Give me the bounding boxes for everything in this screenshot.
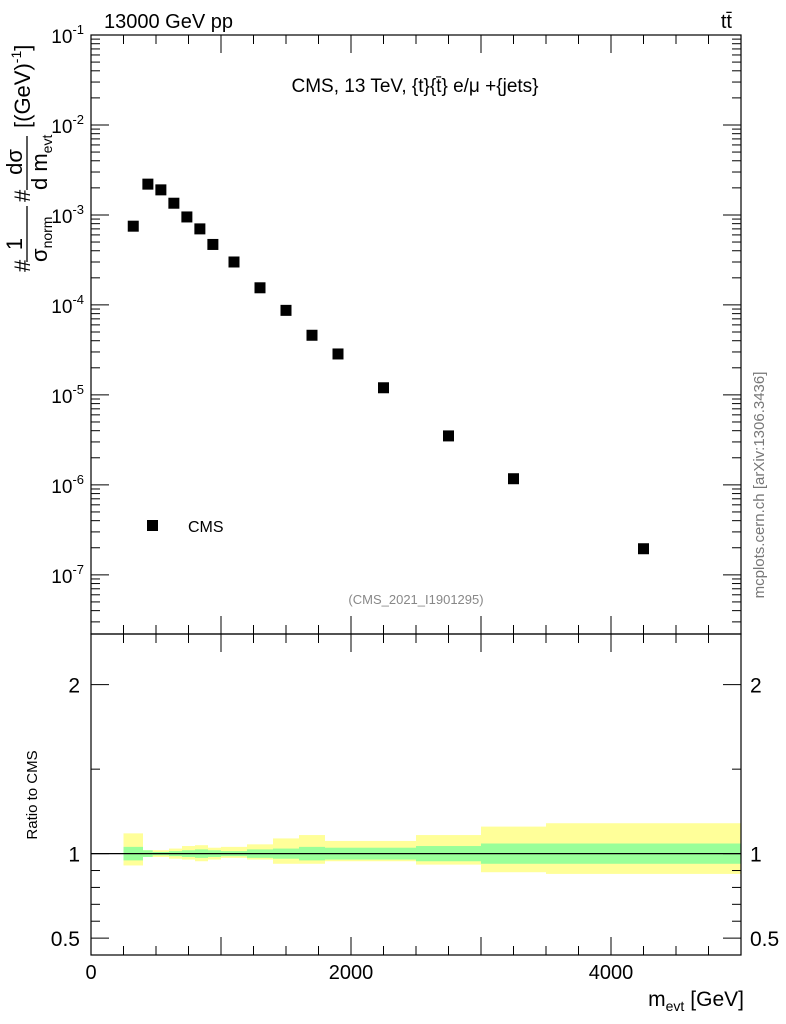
x-axis-label-unit: [GeV]	[690, 988, 744, 1011]
tick-exponent: -5	[72, 382, 84, 397]
ylabel-sigma-sub: norm	[39, 217, 55, 249]
tick-base: 10	[51, 477, 72, 498]
data-point	[181, 211, 193, 223]
ylabel-unit-close: ]	[10, 45, 35, 51]
tick-base: 10	[51, 27, 72, 48]
main-y-tick-labels: 10-710-610-510-410-310-210-1	[51, 22, 84, 588]
header-right: tt̄	[721, 11, 733, 33]
tick-base: 10	[51, 207, 72, 228]
data-point	[332, 348, 344, 360]
data-point	[638, 543, 649, 555]
data-point	[127, 220, 139, 232]
data-point	[254, 282, 266, 294]
ylabel-sigma-main: σ	[27, 248, 52, 262]
data-point	[378, 382, 389, 394]
analysis-annotation: (CMS_2021_I1901295)	[348, 592, 483, 607]
tick-exponent: -3	[72, 202, 84, 217]
legend-marker	[147, 520, 158, 531]
x-axis-label: mevt [GeV]	[648, 988, 744, 1014]
ylabel-dm: d mevt	[27, 135, 55, 190]
data-point	[168, 197, 180, 209]
ylabel-hash-1: #	[10, 259, 35, 272]
ylabel-dm-main: d m	[27, 153, 52, 190]
ylabel-one: 1	[2, 238, 27, 250]
tick-base: 10	[51, 297, 72, 318]
x-tick-label: 4000	[589, 962, 634, 984]
ratio-y-tick-label-right: 1	[750, 844, 762, 867]
main-panel: 10-710-610-510-410-310-210-1 CMS, 13 TeV…	[2, 22, 742, 635]
tick-exponent: -4	[72, 292, 84, 307]
chart-title: CMS, 13 TeV, {t}{t̄} e/μ +{jets}	[291, 76, 538, 97]
tick-base: 10	[51, 387, 72, 408]
main-y-tick-label: 10-3	[51, 202, 84, 228]
ratio-y-tick-label-right: 2	[750, 675, 762, 698]
main-y-tick-label: 10-2	[51, 112, 84, 138]
main-y-tick-label: 10-4	[51, 292, 84, 318]
data-point	[142, 178, 154, 190]
ratio-y-tick-label-right: 0.5	[750, 928, 779, 951]
tick-base: 10	[51, 567, 72, 588]
data-point	[443, 430, 454, 442]
ylabel-hash-2: #	[10, 189, 35, 202]
main-y-tick-label: 10-6	[51, 472, 84, 498]
data-point	[280, 304, 292, 316]
ratio-panel: 0.5 0.5 1 1 2 2 0 2000 4000 Ratio to CMS mevt [G…	[24, 633, 779, 1014]
ratio-y-tick-label: 1	[68, 844, 80, 867]
ratio-y-axis-label: Ratio to CMS	[24, 750, 41, 839]
data-point	[228, 256, 240, 268]
ratio-y-tick-label: 2	[68, 675, 80, 698]
ratio-y-tick-labels: 0.5 0.5 1 1 2 2	[51, 675, 779, 951]
x-tick-labels: 0 2000 4000	[85, 962, 633, 984]
ratio-ticks	[90, 634, 742, 955]
tick-exponent: -2	[72, 112, 84, 127]
header-left: 13000 GeV pp	[104, 11, 233, 33]
side-label: mcplots.cern.ch [arXiv:1306.3436]	[751, 372, 768, 599]
x-axis-label-sub: evt	[666, 998, 685, 1014]
data-point	[194, 223, 206, 235]
data-point	[508, 473, 519, 485]
data-point	[155, 184, 167, 196]
main-y-tick-label: 10-7	[51, 562, 84, 588]
ylabel-unit-sup: -1	[8, 51, 24, 64]
ratio-bands	[123, 823, 741, 874]
tick-exponent: -1	[72, 22, 84, 37]
ylabel-dm-sub: evt	[39, 135, 55, 154]
main-y-tick-label: 10-5	[51, 382, 84, 408]
ratio-y-tick-label: 0.5	[51, 928, 80, 951]
ylabel-unit: [(GeV)-1]	[8, 45, 35, 128]
main-ticks	[90, 34, 742, 634]
tick-exponent: -7	[72, 562, 84, 577]
ylabel-dsigma: dσ	[2, 149, 27, 175]
legend-label: CMS	[188, 519, 224, 536]
x-tick-label: 0	[85, 962, 96, 984]
data-point	[306, 329, 318, 341]
tick-exponent: -6	[72, 472, 84, 487]
main-y-axis-label: # 1 σnorm # dσ d mevt [(GeV)-1]	[2, 45, 55, 272]
tick-base: 10	[51, 117, 72, 138]
ratio-frame	[90, 633, 742, 956]
ylabel-sigma: σnorm	[27, 217, 55, 262]
x-axis-label-main: m	[648, 988, 666, 1011]
ylabel-unit-main: [(GeV)	[10, 63, 35, 128]
main-y-tick-label: 10-1	[51, 22, 84, 48]
main-marks	[127, 178, 649, 555]
x-tick-label: 2000	[329, 962, 374, 984]
data-point	[207, 238, 219, 250]
